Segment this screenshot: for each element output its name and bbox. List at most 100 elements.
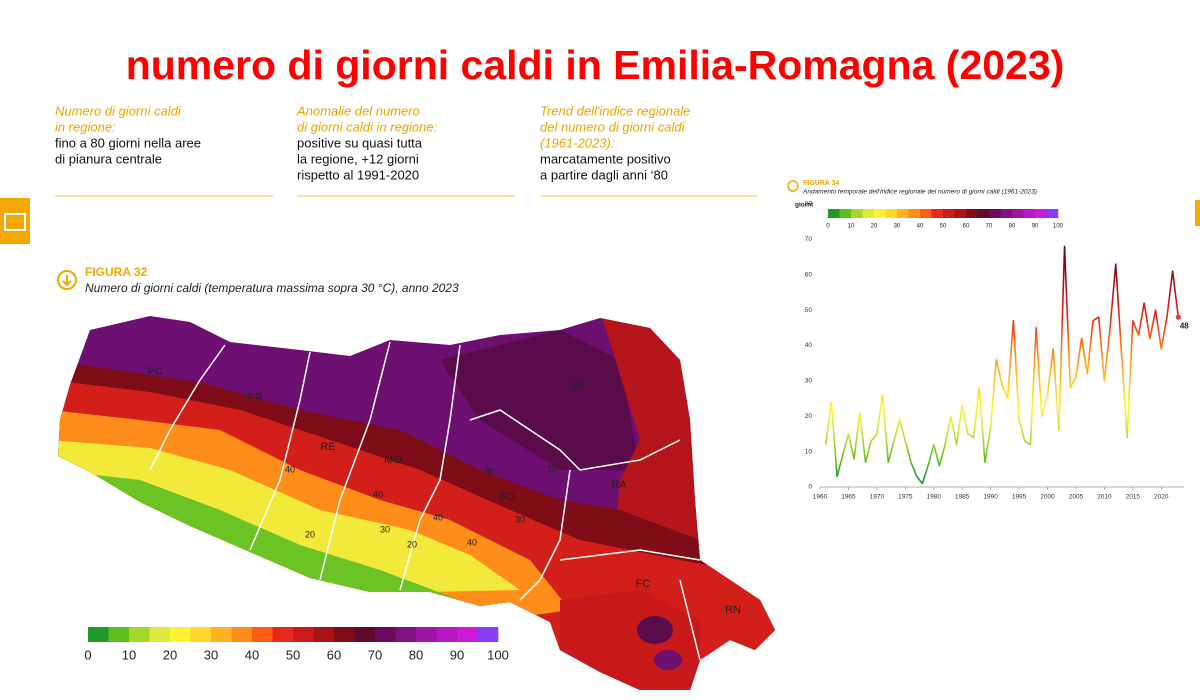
x-tick-label: 1970	[870, 494, 885, 501]
colorbar-cell	[395, 627, 417, 642]
y-tick-label: 80	[805, 201, 813, 208]
colorbar-cell	[272, 627, 294, 642]
contour-label: 30	[515, 514, 525, 524]
note-body: rispetto al 1991-2020	[297, 167, 419, 182]
colorbar-cell	[108, 627, 130, 642]
colorbar-cell	[851, 209, 863, 218]
province-label: BO	[499, 491, 515, 503]
contour-label: 70	[547, 464, 557, 474]
line-chart: FIGURA 34 Andamento temporale dell'indic…	[787, 180, 1189, 501]
note-heading: Trend dell'indice regionale	[540, 103, 690, 118]
colorbar-tick-label: 70	[368, 647, 382, 662]
colorbar-cell	[477, 627, 499, 642]
colorbar-cell	[1012, 209, 1024, 218]
x-tick-label: 1985	[955, 494, 970, 501]
chart-title: Andamento temporale dell'indice regional…	[802, 189, 1037, 196]
colorbar-tick-label: 40	[917, 224, 924, 230]
y-tick-label: 30	[805, 378, 813, 385]
side-icon-glyph	[4, 213, 26, 231]
x-tick-label: 1995	[1012, 494, 1027, 501]
y-tick-label: 70	[805, 236, 813, 243]
colorbar-cell	[954, 209, 967, 218]
x-tick-label: 2010	[1097, 494, 1112, 501]
contour-label: 40	[433, 512, 443, 522]
colorbar-cell	[293, 627, 314, 642]
province-border	[399, 344, 461, 591]
colorbar-cell	[920, 209, 932, 218]
province-label: FC	[636, 578, 651, 590]
figure-caption: Numero di giorni caldi (temperatura mass…	[85, 281, 459, 295]
colorbar-cell	[885, 209, 898, 218]
y-tick-label: 20	[805, 413, 813, 420]
colorbar-cell	[190, 627, 212, 642]
province-border	[679, 579, 701, 661]
note-heading: del numero di giorni caldi	[540, 119, 686, 134]
colorbar-cell	[129, 627, 150, 642]
slide-title: numero di giorni caldi in Emilia-Romagna…	[126, 42, 1065, 88]
note-heading: (1961-2023):	[540, 135, 615, 150]
note-body: di pianura centrale	[55, 151, 162, 166]
colorbar-cell	[989, 209, 1001, 218]
colorbar-cell	[231, 627, 253, 642]
province-label: MO	[384, 454, 402, 466]
colorbar-cell	[1000, 209, 1013, 218]
contour-label: 40	[285, 464, 295, 474]
colorbar-tick-label: 60	[963, 224, 970, 230]
colorbar-tick-label: 10	[848, 224, 855, 230]
province-border	[319, 341, 391, 581]
colorbar-cell	[966, 209, 978, 218]
y-tick-label: 10	[805, 448, 813, 455]
y-tick-label: 60	[805, 271, 813, 278]
colorbar-tick-label: 40	[245, 647, 259, 662]
colorbar-cell	[828, 209, 840, 218]
contour-label: 40	[467, 537, 477, 547]
province-label: RA	[611, 479, 627, 491]
y-tick-label: 40	[805, 342, 813, 349]
colorbar-cell	[334, 627, 355, 642]
contour-label: 30	[380, 524, 390, 534]
end-point	[1175, 314, 1181, 320]
colorbar-cell	[977, 209, 990, 218]
note-heading: in regione:	[55, 119, 116, 134]
colorbar-tick-label: 90	[450, 647, 464, 662]
data-line	[824, 245, 1180, 485]
end-value-label: 48	[1180, 321, 1189, 330]
note-body: a partire dagli anni ‘80	[540, 167, 668, 182]
figure-icon	[787, 180, 799, 192]
y-tick-label: 50	[805, 307, 813, 314]
colorbar-cell	[211, 627, 232, 642]
note-heading: Anomalie del numero	[296, 103, 420, 118]
x-tick-label: 1975	[898, 494, 913, 501]
colorbar-cell	[943, 209, 955, 218]
colorbar-cell	[252, 627, 273, 642]
contour-label: 20	[407, 539, 417, 549]
colorbar-cell	[874, 209, 886, 218]
colorbar-cell	[375, 627, 396, 642]
x-tick-label: 1960	[813, 494, 828, 501]
contour-label: 20	[305, 529, 315, 539]
figure-icon-arrow	[62, 275, 72, 287]
note-body: fino a 80 giorni nella aree	[55, 135, 201, 150]
province-label: PC	[147, 366, 162, 378]
note-heading: di giorni caldi in regione:	[297, 119, 438, 134]
colorbar-cell	[416, 627, 437, 642]
province-label: PR	[247, 392, 262, 404]
colorbar-tick-label: 30	[204, 647, 218, 662]
note-body: marcatamente positivo	[540, 151, 671, 166]
x-tick-label: 2020	[1154, 494, 1169, 501]
figure-label: FIGURA 32	[85, 265, 148, 279]
province-label: RN	[725, 604, 741, 616]
colorbar-cell	[897, 209, 909, 218]
colorbar-cell	[170, 627, 191, 642]
figure-label: FIGURA 34	[803, 180, 839, 187]
colorbar-tick-label: 70	[986, 224, 993, 230]
province-border	[249, 351, 311, 551]
province-border	[519, 469, 571, 601]
colorbar-tick-label: 20	[163, 647, 177, 662]
colorbar-cell	[1023, 209, 1036, 218]
province-label: FE	[573, 379, 587, 391]
x-tick-label: 2000	[1040, 494, 1055, 501]
colorbar-cell	[1046, 209, 1059, 218]
x-tick-label: 1965	[841, 494, 856, 501]
